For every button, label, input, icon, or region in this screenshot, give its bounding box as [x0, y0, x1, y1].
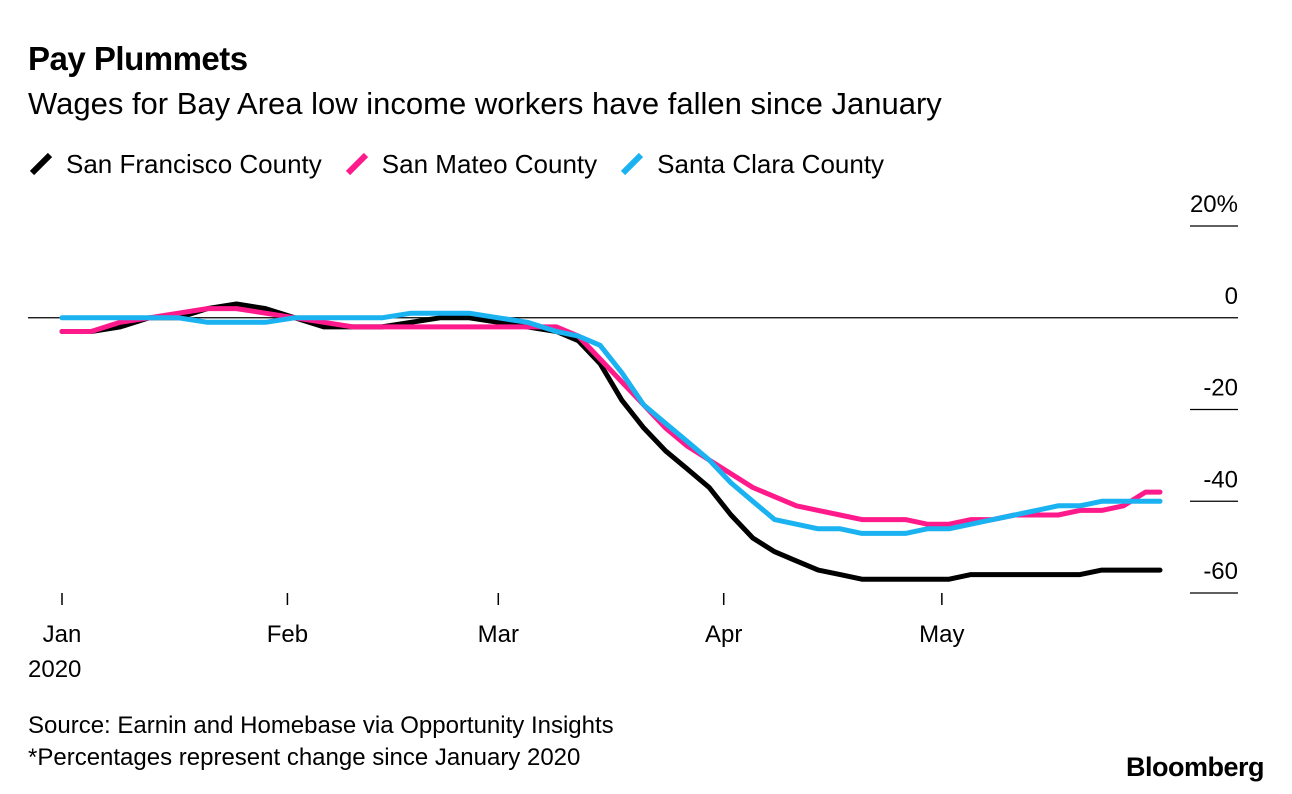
y-tick-label: -40 [1203, 466, 1238, 493]
source-note: Source: Earnin and Homebase via Opportun… [28, 710, 614, 774]
y-tick-label: 0 [1225, 283, 1238, 310]
legend-label-san-mateo: San Mateo County [381, 148, 598, 179]
chart-title: Pay Plummets [28, 40, 248, 77]
x-tick-label: Jan [43, 621, 82, 648]
legend-label-san-francisco: San Francisco County [66, 148, 322, 179]
x-tick-label: May [919, 621, 964, 648]
y-tick-label: -60 [1203, 558, 1238, 585]
series-line-santa-clara [59, 310, 1163, 536]
legend: San Francisco County San Mateo County Sa… [28, 146, 906, 182]
legend-item-san-francisco: San Francisco County [28, 149, 322, 180]
source-line: Source: Earnin and Homebase via Opportun… [28, 712, 614, 739]
legend-label-santa-clara: Santa Clara County [657, 148, 885, 179]
legend-swatch-san-francisco [29, 152, 53, 176]
legend-swatch-santa-clara [621, 152, 644, 176]
y-tick-label: -20 [1203, 375, 1238, 402]
y-tick-label: 20% [1190, 191, 1238, 218]
x-tick-label: Feb [267, 621, 308, 648]
legend-swatch-san-mateo [345, 152, 368, 176]
line-chart: 20% 0 -20 -40 -60 Jan Feb Mar Apr May 2020 [28, 191, 1238, 683]
x-tick-label: Mar [478, 621, 519, 648]
legend-item-santa-clara: Santa Clara County [619, 149, 884, 180]
x-tick-label: Apr [705, 621, 742, 648]
series-line-san-mateo [59, 306, 1163, 527]
chart-subtitle: Wages for Bay Area low income workers ha… [28, 86, 942, 121]
x-year-label: 2020 [28, 656, 81, 683]
bloomberg-logo: Bloomberg [1125, 752, 1265, 782]
legend-item-san-mateo: San Mateo County [344, 149, 597, 180]
footnote-line: *Percentages represent change since Janu… [28, 744, 581, 771]
series-line-san-francisco [59, 301, 1163, 582]
